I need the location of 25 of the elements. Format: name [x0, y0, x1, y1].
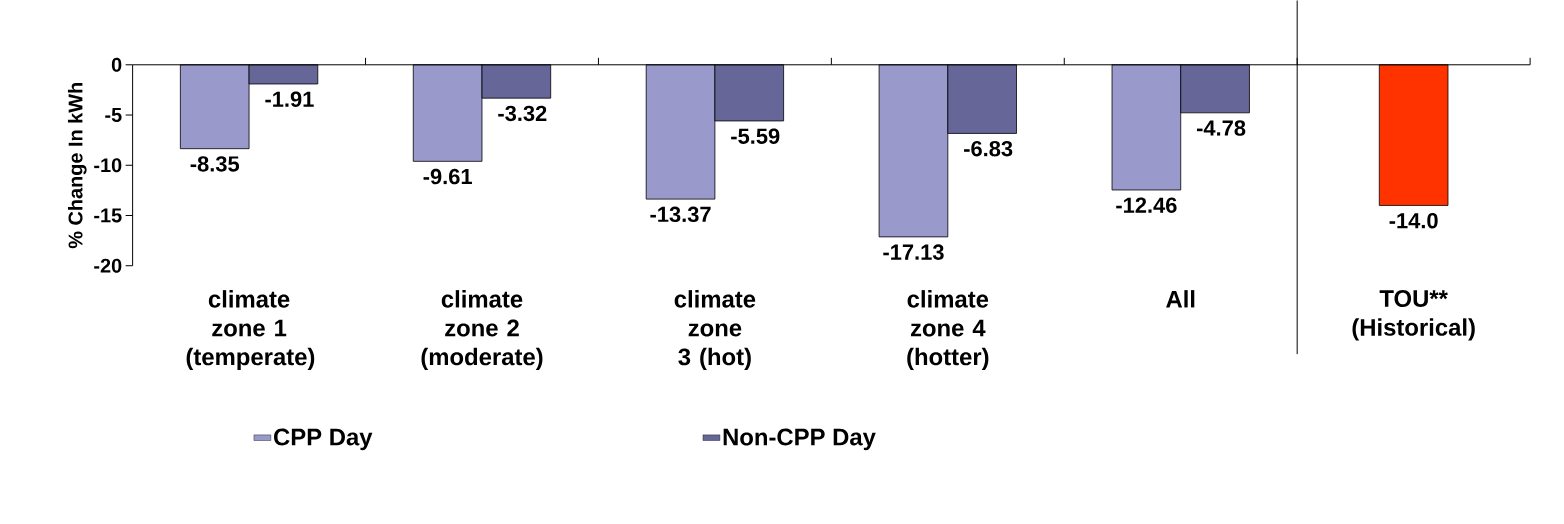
y-tick-label: 0 — [111, 57, 122, 72]
y-tick-label: -10 — [94, 158, 122, 173]
data-label: -12.46 — [1116, 197, 1177, 213]
data-label: -17.13 — [883, 244, 944, 260]
y-tick-label: -20 — [94, 258, 122, 273]
x-tick-label: All — [1166, 289, 1195, 308]
data-label: -8.35 — [190, 155, 240, 172]
legend-label: Non-CPP Day — [723, 428, 876, 451]
y-tick-label: -5 — [105, 107, 122, 122]
data-label: -13.37 — [650, 206, 711, 222]
x-tick-label: TOU** (Historical) — [1352, 289, 1475, 341]
y-axis-title: % Change In kWh — [67, 82, 87, 249]
data-label: -9.61 — [423, 168, 472, 185]
x-tick-label: climate zone 2 (moderate) — [421, 289, 543, 370]
x-tick-label: climate zone 4 (hotter) — [907, 289, 989, 370]
data-label: -14.0 — [1389, 212, 1438, 229]
data-label: -4.78 — [1196, 120, 1246, 136]
data-label: -3.32 — [498, 105, 547, 121]
x-tick-label: climate zone 3 (hot) — [674, 289, 756, 370]
data-label: -5.59 — [731, 128, 780, 144]
data-label: -6.83 — [964, 140, 1013, 157]
x-tick-label: climate zone 1 (temperate) — [186, 289, 315, 370]
data-label: -1.91 — [265, 91, 314, 107]
y-tick-label: -15 — [94, 208, 122, 223]
legend-label: CPP Day — [274, 428, 373, 451]
